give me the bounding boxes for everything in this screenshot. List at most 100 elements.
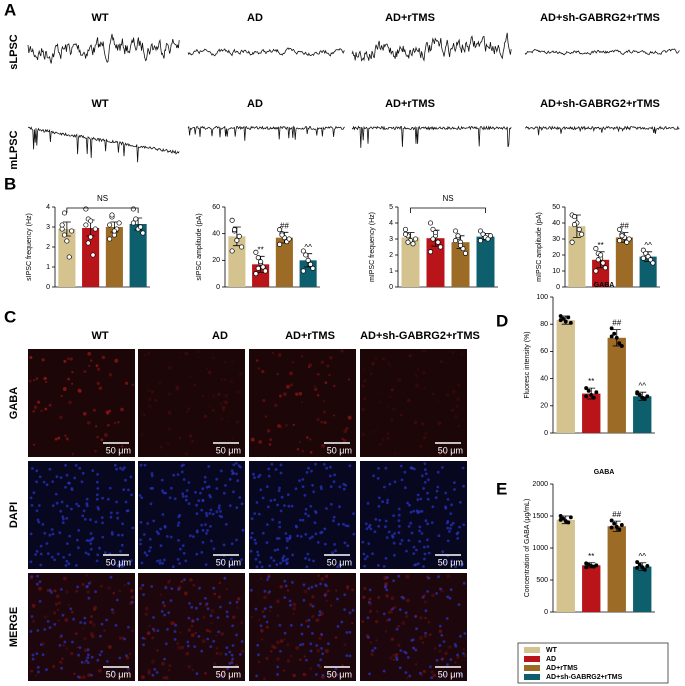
cell <box>156 649 159 652</box>
cell <box>235 472 238 476</box>
cell <box>309 603 313 607</box>
cell <box>320 487 323 491</box>
cell <box>376 477 380 480</box>
cell <box>255 565 259 569</box>
cell <box>30 615 34 618</box>
cell <box>108 486 112 490</box>
cell <box>424 472 428 476</box>
cell <box>320 421 323 424</box>
cell <box>189 375 192 379</box>
cell <box>346 588 349 591</box>
cell <box>253 538 257 542</box>
cell <box>308 536 312 540</box>
cell <box>277 353 282 357</box>
significance: ^^ <box>304 243 312 252</box>
cell <box>250 531 254 535</box>
cell <box>148 624 151 627</box>
cell <box>197 499 201 502</box>
cell <box>163 558 166 562</box>
cell <box>443 450 447 455</box>
cell <box>279 463 283 467</box>
cell <box>187 407 191 410</box>
cell <box>389 608 393 612</box>
cell <box>123 637 126 641</box>
cell <box>35 550 39 553</box>
cell <box>318 610 322 613</box>
cell <box>130 493 134 497</box>
cell <box>121 533 124 537</box>
cell <box>319 658 323 662</box>
cell <box>368 588 372 592</box>
cell <box>218 504 221 508</box>
cell <box>363 564 366 568</box>
cell <box>277 489 281 492</box>
cell <box>89 631 94 636</box>
trace <box>351 32 512 62</box>
cell <box>191 439 195 443</box>
bar <box>401 237 420 287</box>
cell <box>367 600 371 604</box>
cell <box>298 391 303 396</box>
cell <box>331 551 334 555</box>
cell <box>276 503 279 507</box>
cell <box>278 486 281 490</box>
cell <box>144 606 149 611</box>
cell <box>257 653 260 657</box>
cell <box>282 392 287 397</box>
cell <box>266 505 270 509</box>
cell <box>260 565 264 569</box>
cell <box>90 359 93 362</box>
data-point <box>645 394 650 399</box>
row-label: DAPI <box>8 502 20 528</box>
data-point <box>229 248 235 254</box>
cell <box>419 497 423 501</box>
cell <box>70 487 74 490</box>
cell <box>86 590 90 594</box>
cell <box>430 670 434 674</box>
cell <box>375 425 379 428</box>
cell <box>300 623 303 627</box>
cell <box>157 532 160 536</box>
cell <box>249 536 253 540</box>
cell <box>325 599 328 603</box>
cell <box>266 523 269 526</box>
cell <box>279 585 283 589</box>
cell <box>438 453 442 457</box>
cell <box>408 354 412 358</box>
cell <box>423 557 426 561</box>
cell <box>39 643 43 646</box>
data-point <box>310 265 316 271</box>
cell <box>152 616 155 619</box>
cell <box>48 533 52 537</box>
cell <box>289 654 293 658</box>
cell <box>215 652 219 655</box>
cell <box>314 584 318 588</box>
scale-label: 50 μm <box>216 669 241 679</box>
cell <box>273 403 278 407</box>
cell <box>292 673 296 678</box>
data-point <box>586 388 591 393</box>
data-point <box>591 395 596 400</box>
cell <box>330 604 333 607</box>
cell <box>62 517 65 521</box>
cell <box>76 585 79 589</box>
cell <box>159 527 163 531</box>
cell <box>68 553 72 557</box>
cell <box>200 649 204 653</box>
data-point <box>109 212 115 218</box>
cell <box>62 643 66 647</box>
cell <box>51 480 55 483</box>
cell <box>60 500 64 504</box>
cell <box>175 387 179 391</box>
cell <box>180 464 184 468</box>
bracket-label: NS <box>442 194 453 203</box>
data-point <box>609 525 614 530</box>
cell <box>311 535 314 539</box>
cell <box>100 622 104 626</box>
cell <box>124 478 127 482</box>
cell <box>434 647 437 650</box>
data-point <box>405 239 411 245</box>
cell <box>45 668 48 672</box>
cell <box>205 514 209 518</box>
cell <box>279 471 283 475</box>
